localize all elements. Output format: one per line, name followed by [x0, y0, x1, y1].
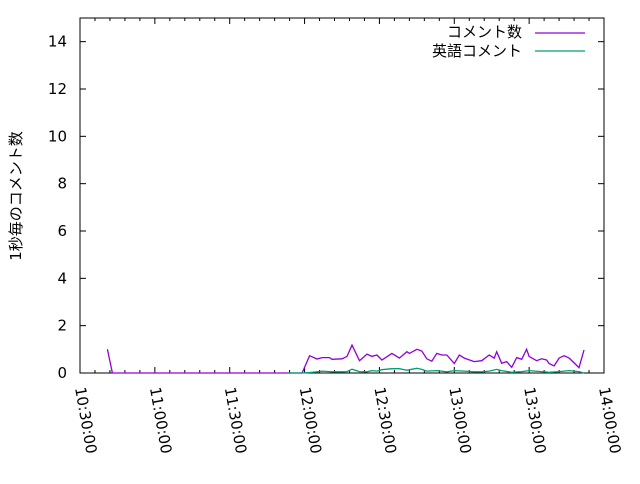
plot-frame	[80, 18, 604, 373]
legend-label-1: 英語コメント	[432, 42, 522, 60]
y-tick-label: 12	[48, 80, 67, 98]
x-tick-labels: 10:30:00 11:00:00 11:30:00 12:00:00 12:30:00…	[71, 386, 624, 455]
x-tick-label: 13:30:00	[520, 386, 549, 455]
x-tick-label: 11:00:00	[146, 386, 175, 455]
series-lines	[107, 345, 584, 373]
legend-label-0: コメント数	[447, 23, 522, 41]
x-tick-label: 10:30:00	[71, 386, 100, 455]
y-tick-label: 2	[57, 317, 67, 335]
y-tick-label: 8	[57, 175, 67, 193]
y-tick-label: 0	[57, 364, 67, 382]
y-tick-label: 6	[57, 222, 67, 240]
series-line-0	[107, 345, 584, 373]
y-tick-labels: 0 2 4 6 8 10 12 14	[48, 33, 67, 382]
y-tick-label: 10	[48, 127, 67, 145]
legend: コメント数 英語コメント	[432, 23, 585, 60]
y-axis-label: 1秒毎のコメント数	[7, 131, 25, 261]
series-line-1	[287, 368, 584, 373]
x-tick-label: 12:30:00	[370, 386, 399, 455]
y-tick-label: 14	[48, 33, 67, 51]
x-tick-label: 12:00:00	[296, 386, 325, 455]
x-tick-label: 13:00:00	[445, 386, 474, 455]
axis-ticks	[80, 18, 604, 373]
x-tick-label: 14:00:00	[595, 386, 624, 455]
y-tick-label: 4	[57, 269, 67, 287]
x-tick-label: 11:30:00	[221, 386, 250, 455]
